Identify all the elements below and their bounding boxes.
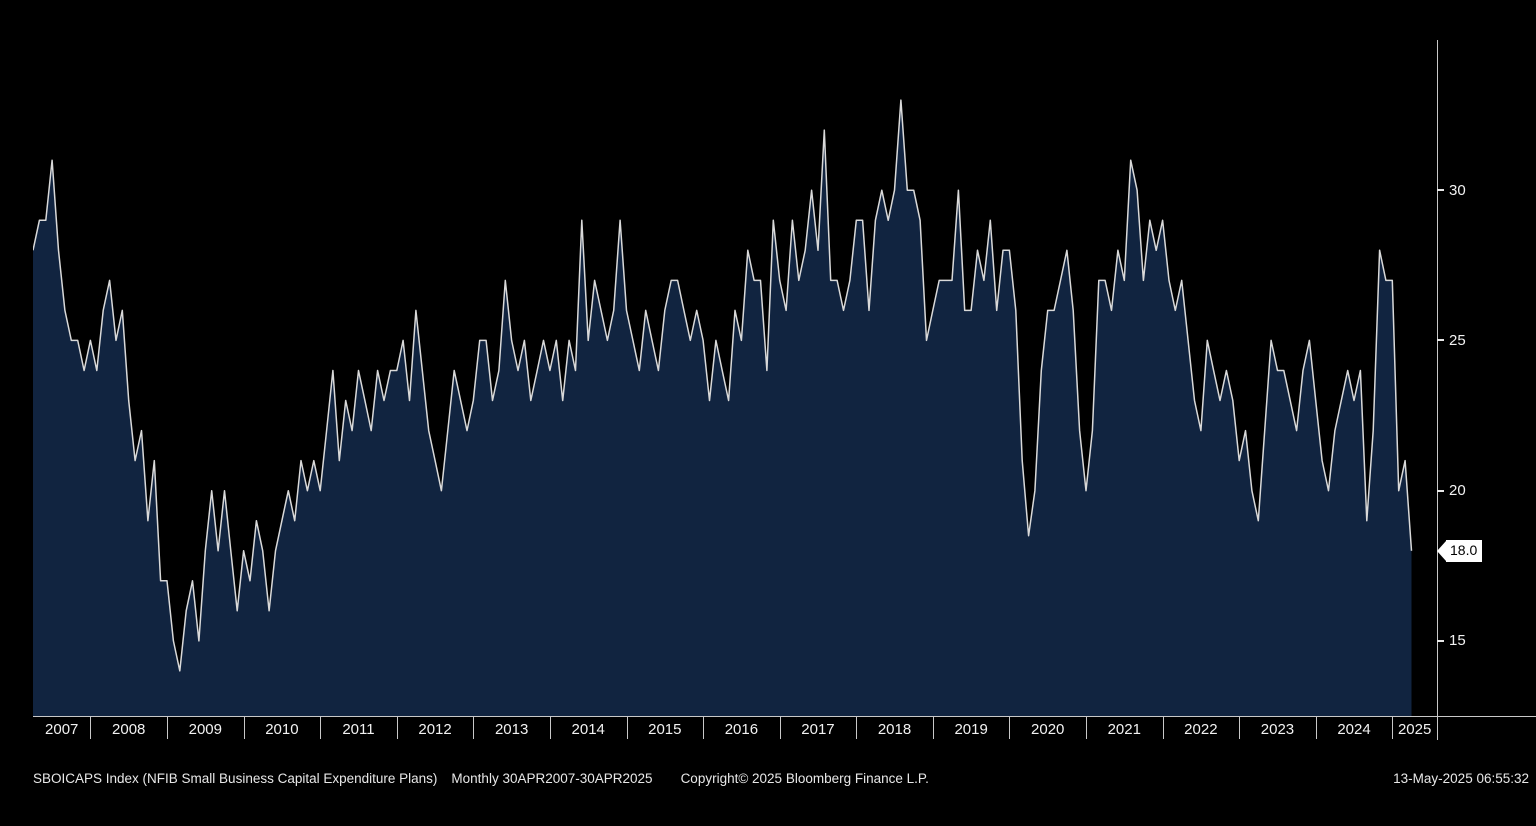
last-value-text: 18.0 — [1446, 539, 1483, 562]
x-axis-year-label: 2009 — [188, 721, 222, 738]
x-axis-year-label: 2020 — [1031, 721, 1065, 738]
x-axis-tick — [932, 717, 934, 739]
x-axis-tick — [473, 717, 475, 739]
footer-series-description: SBOICAPS Index (NFIB Small Business Capi… — [33, 771, 438, 786]
x-axis-year-label: 2022 — [1184, 721, 1218, 738]
x-axis-tick — [1009, 717, 1011, 739]
footer-timestamp: 13-May-2025 06:55:32 — [1393, 771, 1529, 786]
x-axis-year-label: 2015 — [648, 721, 682, 738]
x-axis-year-label: 2025 — [1397, 721, 1432, 738]
footer-period: Monthly 30APR2007-30APR2025 — [451, 771, 653, 786]
y-axis-tick-label: 15 — [1449, 632, 1466, 650]
x-axis-year-label: 2013 — [494, 721, 529, 738]
y-axis-tick-30: 30 — [1437, 181, 1466, 199]
x-axis-tick — [167, 717, 169, 739]
y-axis-tick-25: 25 — [1437, 331, 1466, 349]
tick-mark — [1437, 189, 1444, 192]
x-axis-year-label: 2019 — [954, 721, 988, 738]
y-axis-tick-label: 20 — [1449, 482, 1466, 500]
x-axis-year-label: 2010 — [265, 721, 299, 738]
x-axis-tick — [90, 717, 92, 739]
x-axis-year-label: 2024 — [1337, 721, 1371, 738]
tick-mark — [1437, 339, 1444, 342]
footer-copyright: Copyright© 2025 Bloomberg Finance L.P. — [680, 771, 929, 786]
x-axis-tick — [626, 717, 628, 739]
x-axis-tick — [1086, 717, 1087, 739]
x-axis-year-label: 2011 — [342, 721, 375, 738]
x-axis-year-label: 2012 — [418, 721, 452, 738]
x-axis-year-label: 2018 — [877, 721, 912, 738]
tick-mark — [1437, 639, 1444, 642]
y-axis-line — [1437, 40, 1438, 740]
x-axis-year-label: 2008 — [112, 721, 146, 738]
x-axis-tick — [779, 717, 781, 739]
x-axis-year-label: 2017 — [801, 721, 835, 738]
x-axis-tick — [1162, 717, 1164, 739]
x-axis-tick — [1315, 717, 1317, 739]
footer: SBOICAPS Index (NFIB Small Business Capi… — [33, 771, 1529, 786]
x-axis-year-label: 2021 — [1107, 721, 1141, 738]
y-axis-tick-label: 30 — [1449, 181, 1466, 199]
x-axis-tick — [1239, 717, 1241, 739]
data-line — [33, 99, 1413, 672]
left-arrow-icon — [1437, 540, 1446, 561]
x-axis-tick — [243, 717, 245, 739]
x-axis-year-label: 2014 — [571, 721, 605, 738]
y-axis-tick-label: 25 — [1449, 331, 1466, 349]
x-axis-tick — [856, 717, 858, 739]
x-axis: 2007 2008 2009 2010 2011 2012 2013 2014 2015 2016… — [33, 717, 1437, 743]
x-axis-year-label: 2023 — [1260, 721, 1295, 738]
x-axis-tick — [396, 717, 398, 739]
plot-area[interactable] — [33, 40, 1437, 716]
last-value-label: 18.0 — [1437, 539, 1483, 562]
line-chart-svg — [33, 99, 1413, 716]
y-axis-tick-20: 20 — [1437, 482, 1466, 500]
y-axis-tick-15: 15 — [1437, 632, 1466, 650]
tick-mark — [1437, 489, 1444, 492]
x-axis-tick — [320, 717, 322, 739]
y-axis: 18.0 30 25 20 15 — [1437, 40, 1536, 716]
area-fill — [33, 100, 1412, 716]
x-axis-tick — [1392, 717, 1394, 739]
x-axis-tick — [549, 717, 551, 739]
x-axis-year-label: 2007 — [45, 721, 79, 738]
x-axis-year-label: 2016 — [724, 721, 759, 738]
x-axis-line — [33, 716, 1536, 717]
x-axis-tick — [703, 717, 705, 739]
